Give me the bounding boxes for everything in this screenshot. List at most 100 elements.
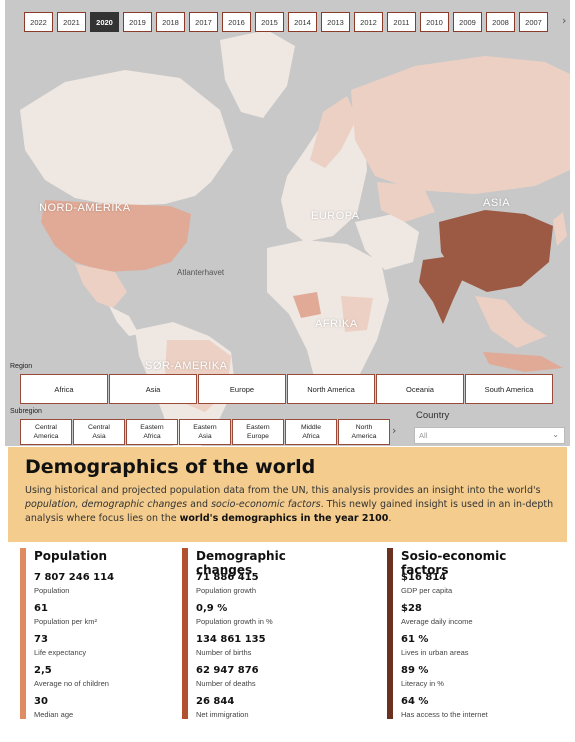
subregion-button-eastern-europe[interactable]: Eastern Europe	[232, 419, 284, 445]
kpi-label: Number of deaths	[196, 679, 259, 688]
kpi-accent-bar	[182, 548, 188, 719]
desc-text: Using historical and projected populatio…	[25, 485, 541, 496]
subregion-slicer: Central America Central Asia Eastern Africa Ea…	[20, 419, 390, 445]
kpi-label: Net immigration	[196, 710, 249, 719]
year-button-2009[interactable]: 2009	[453, 12, 482, 32]
kpi-value: 0,9 %	[196, 603, 273, 614]
page-title: Demographics of the world	[25, 456, 315, 478]
region-button-europe[interactable]: Europe	[198, 374, 286, 404]
subregion-button-middle-africa[interactable]: Middle Africa	[285, 419, 337, 445]
kpi-item: 64 % Has access to the internet	[401, 696, 488, 719]
kpi-value: 61	[34, 603, 97, 614]
kpi-label: Has access to the internet	[401, 710, 488, 719]
kpi-value: 61 %	[401, 634, 469, 645]
year-button-2017[interactable]: 2017	[189, 12, 218, 32]
subregion-button-central-america[interactable]: Central America	[20, 419, 72, 445]
region-button-north-america[interactable]: North America	[287, 374, 375, 404]
kpi-label: Life expectancy	[34, 648, 86, 657]
year-button-2007[interactable]: 2007	[519, 12, 548, 32]
kpi-item: 134 861 135 Number of births	[196, 634, 266, 657]
subregion-button-eastern-asia[interactable]: Eastern Asia	[179, 419, 231, 445]
subregion-button-line: North	[352, 423, 377, 432]
map-southeast-asia	[475, 296, 547, 348]
header-band: Demographics of the world Using historic…	[8, 447, 567, 542]
chevron-down-icon: ⌄	[552, 430, 559, 439]
kpi-accent-bar	[20, 548, 26, 719]
country-label: Country	[416, 410, 449, 421]
year-button-2016[interactable]: 2016	[222, 12, 251, 32]
chevron-right-icon[interactable]: ›	[392, 424, 396, 437]
kpi-value: 30	[34, 696, 73, 707]
year-button-2013[interactable]: 2013	[321, 12, 350, 32]
kpi-value: 73	[34, 634, 86, 645]
kpi-value: 71 886 415	[196, 572, 259, 583]
region-button-asia[interactable]: Asia	[109, 374, 197, 404]
map-indonesia	[483, 352, 563, 372]
year-button-2012[interactable]: 2012	[354, 12, 383, 32]
map-label-africa: AFRIKA	[315, 318, 358, 330]
region-button-south-america[interactable]: South America	[465, 374, 553, 404]
subregion-button-line: Africa	[301, 432, 321, 441]
subregion-button-line: Central	[34, 423, 59, 432]
year-button-2020[interactable]: 2020	[90, 12, 119, 32]
year-button-2015[interactable]: 2015	[255, 12, 284, 32]
map-label-europe: EUROPA	[311, 210, 360, 222]
kpi-label: Population	[34, 586, 114, 595]
year-button-2014[interactable]: 2014	[288, 12, 317, 32]
region-label: Region	[10, 363, 32, 370]
map-greenland	[220, 30, 295, 118]
map-central-america	[109, 306, 139, 336]
year-button-2008[interactable]: 2008	[486, 12, 515, 32]
kpi-label: Population growth in %	[196, 617, 273, 626]
region-button-oceania[interactable]: Oceania	[376, 374, 464, 404]
map-label-atlantic: Atlanterhavet	[177, 268, 224, 277]
subregion-button-line: Asia	[88, 432, 110, 441]
kpi-item: 0,9 % Population growth in %	[196, 603, 273, 626]
kpi-item: 61 % Lives in urban areas	[401, 634, 469, 657]
subregion-button-line: Africa	[140, 432, 163, 441]
kpi-value: 7 807 246 114	[34, 572, 114, 583]
region-button-africa[interactable]: Africa	[20, 374, 108, 404]
country-selected-value: All	[419, 431, 427, 440]
year-button-2022[interactable]: 2022	[24, 12, 53, 32]
kpi-item: 30 Median age	[34, 696, 73, 719]
subregion-label: Subregion	[10, 408, 42, 415]
kpi-label: Literacy in %	[401, 679, 444, 688]
country-dropdown[interactable]: All ⌄	[414, 427, 565, 444]
subregion-button-central-asia[interactable]: Central Asia	[73, 419, 125, 445]
chevron-right-icon[interactable]: ›	[562, 14, 566, 27]
desc-text: and	[187, 499, 211, 510]
desc-text: .	[388, 513, 391, 524]
kpi-label: Population per km²	[34, 617, 97, 626]
year-button-2019[interactable]: 2019	[123, 12, 152, 32]
kpi-item: 26 844 Net immigration	[196, 696, 249, 719]
kpi-label: Median age	[34, 710, 73, 719]
year-button-2010[interactable]: 2010	[420, 12, 449, 32]
map-russia	[351, 56, 570, 194]
year-button-2018[interactable]: 2018	[156, 12, 185, 32]
kpi-label: Population growth	[196, 586, 259, 595]
region-slicer: Africa Asia Europe North America Oceania Sout…	[20, 374, 553, 404]
subregion-button-line: Eastern	[140, 423, 163, 432]
kpi-item: $16 814 GDP per capita	[401, 572, 452, 595]
kpi-item: 7 807 246 114 Population	[34, 572, 114, 595]
subregion-button-line: America	[34, 432, 59, 441]
kpi-value: 62 947 876	[196, 665, 259, 676]
year-button-2021[interactable]: 2021	[57, 12, 86, 32]
desc-emphasis: socio-economic factors	[211, 499, 321, 510]
desc-strong: world's demographics in the year 2100	[180, 513, 389, 524]
kpi-label: GDP per capita	[401, 586, 452, 595]
kpi-value: 89 %	[401, 665, 444, 676]
kpi-label: Lives in urban areas	[401, 648, 469, 657]
kpi-item: 73 Life expectancy	[34, 634, 86, 657]
year-button-2011[interactable]: 2011	[387, 12, 416, 32]
subregion-button-eastern-africa[interactable]: Eastern Africa	[126, 419, 178, 445]
kpi-item: 71 886 415 Population growth	[196, 572, 259, 595]
map-label-asia: ASIA	[483, 197, 510, 209]
page-description: Using historical and projected populatio…	[25, 484, 560, 526]
kpi-value: 64 %	[401, 696, 488, 707]
kpi-item: 62 947 876 Number of deaths	[196, 665, 259, 688]
subregion-button-north-america[interactable]: North America	[338, 419, 390, 445]
map-label-north-america: NORD-AMERIKA	[39, 202, 131, 214]
kpi-item: $28 Average daily income	[401, 603, 473, 626]
